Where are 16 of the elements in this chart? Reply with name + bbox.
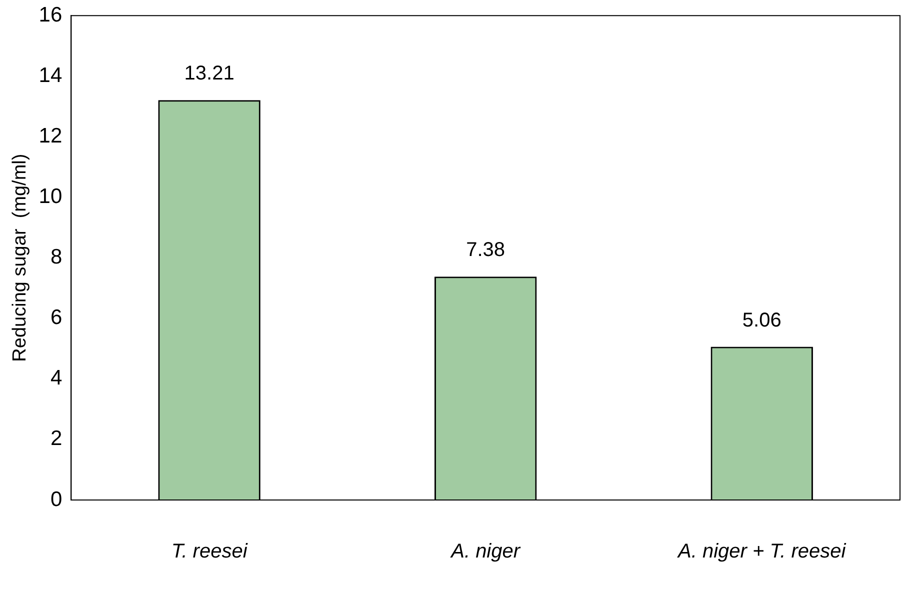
data-label: 7.38 (466, 239, 506, 262)
y-tick-label: 4 (50, 366, 62, 390)
y-tick-label: 10 (38, 185, 62, 208)
y-tick-label: 12 (38, 124, 62, 148)
y-tick-label: 8 (50, 246, 62, 269)
data-label: 5.06 (742, 309, 782, 332)
data-label: 13.21 (184, 62, 234, 85)
y-tick-label: 14 (38, 64, 62, 87)
y-tick-label: 0 (50, 488, 62, 511)
y-axis-title: Reducing sugar (mg/ml) (10, 154, 31, 362)
x-tick-label: A. niger + T. reesei (677, 540, 846, 563)
x-tick-label: A. niger (450, 540, 522, 563)
y-tick-label: 16 (38, 3, 62, 26)
x-tick-label: T. reesei (171, 540, 248, 563)
y-tick-label: 2 (50, 427, 62, 450)
y-tick-label: 6 (50, 306, 62, 330)
